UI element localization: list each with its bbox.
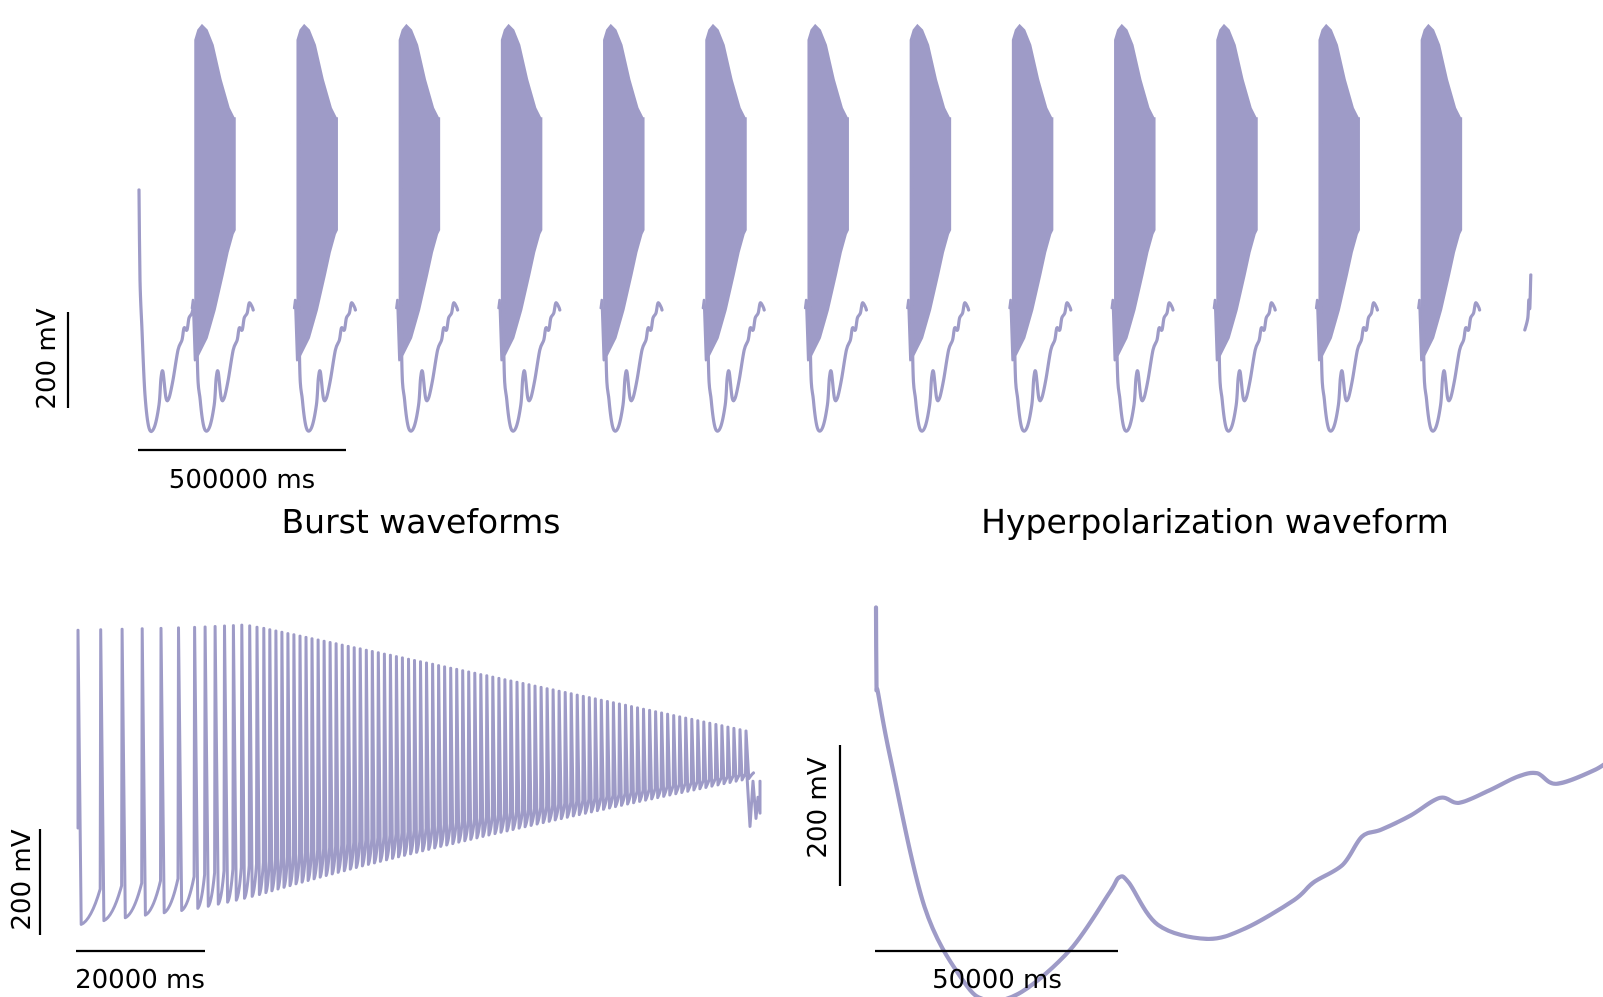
full-trace-burst-onset <box>1110 298 1117 362</box>
hyperpolarization-waveform-title: Hyperpolarization waveform <box>981 502 1449 541</box>
full-trace-hyperpolarization-segment <box>1421 116 1482 433</box>
hyperpolarization-waveform-line <box>873 605 1603 997</box>
burst-waveform-spike-train <box>76 623 755 926</box>
burst-waveform-series <box>76 623 762 926</box>
burst-waveform-title: Burst waveforms <box>282 502 561 541</box>
full-trace-y-scale-label: 200 mV <box>32 308 62 409</box>
full-trace-series <box>137 23 1533 434</box>
full-trace-burst <box>1011 23 1054 362</box>
hyperpolarization-y-scale-label: 200 mV <box>803 757 833 858</box>
full-trace-burst <box>807 23 849 362</box>
full-trace-hyperpolarization-segment <box>1318 116 1379 433</box>
full-trace-hyperpolarization-segment <box>194 116 255 433</box>
full-trace-burst-onset <box>701 298 708 362</box>
full-trace-burst <box>296 23 338 362</box>
burst-waveform-x-scale-label: 20000 ms <box>75 965 205 995</box>
full-trace-hyperpolarization-segment <box>705 116 766 433</box>
full-trace-burst-onset <box>292 298 299 362</box>
full-trace-burst-onset <box>190 298 197 362</box>
full-trace-burst-onset <box>1008 298 1014 362</box>
burst-waveform-end <box>745 774 762 828</box>
full-trace-burst-onset <box>1314 298 1321 362</box>
full-trace-burst <box>909 23 952 362</box>
full-trace-burst-onset <box>599 298 606 362</box>
full-trace-hyperpolarization-segment <box>137 188 196 434</box>
full-trace-end <box>1523 273 1533 332</box>
hyperpolarization-waveform-series <box>873 605 1603 997</box>
hyperpolarization-x-scale-label: 50000 ms <box>932 965 1062 995</box>
full-trace-hyperpolarization-segment <box>1216 116 1277 433</box>
full-trace-burst <box>1114 23 1156 362</box>
full-trace-x-scale-label: 500000 ms <box>169 465 315 495</box>
full-trace-burst <box>194 23 236 362</box>
full-trace-hyperpolarization-segment <box>399 116 460 433</box>
full-trace-hyperpolarization-segment <box>807 116 868 433</box>
full-trace-hyperpolarization-segment <box>1012 116 1073 433</box>
full-trace-burst-onset <box>906 298 912 362</box>
full-trace-hyperpolarization-segment <box>1114 116 1175 433</box>
hyperpolarization-waveform-panel: Hyperpolarization waveform 200 mV 50000 … <box>803 502 1603 997</box>
full-trace-burst <box>1420 23 1463 362</box>
full-trace-hyperpolarization-segment <box>603 116 664 433</box>
full-trace-burst <box>1318 23 1360 362</box>
full-trace-burst <box>1216 23 1258 362</box>
full-trace-burst <box>603 23 645 362</box>
full-trace-burst-onset <box>1417 298 1423 362</box>
burst-waveform-y-scale-label: 200 mV <box>7 829 37 930</box>
full-trace-burst <box>398 23 441 362</box>
burst-waveform-panel: Burst waveforms 200 mV 20000 ms <box>7 502 762 995</box>
full-trace-burst <box>500 23 543 362</box>
full-trace-panel: 200 mV 500000 ms <box>32 23 1533 495</box>
full-trace-hyperpolarization-segment <box>501 116 562 433</box>
full-trace-burst-onset <box>395 298 401 362</box>
full-trace-burst-onset <box>803 298 810 362</box>
full-trace-burst-onset <box>497 298 503 362</box>
full-trace-hyperpolarization-segment <box>910 116 971 433</box>
full-trace-hyperpolarization-segment <box>296 116 357 433</box>
full-trace-burst-onset <box>1212 298 1219 362</box>
full-trace-burst <box>705 23 747 362</box>
